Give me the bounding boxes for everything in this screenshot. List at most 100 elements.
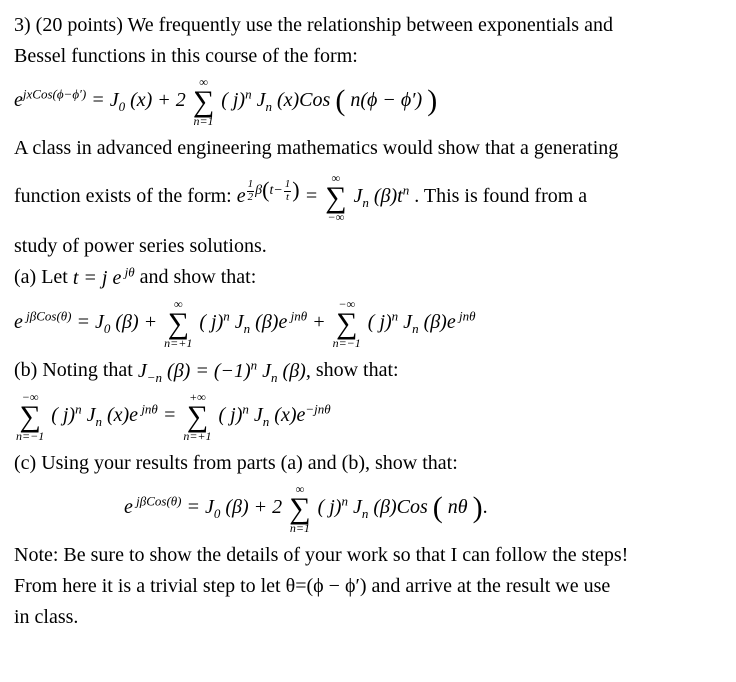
sub-n: n <box>271 370 278 385</box>
gen-rhs-b: (β)t <box>374 185 403 207</box>
gen-pre-text: function exists of the form: <box>14 185 237 207</box>
sub-n: n <box>244 321 251 336</box>
part-a-line: (a) Let t = j e jθ and show that: <box>14 264 722 292</box>
gen-post-text: . This is found from a <box>414 185 587 207</box>
sum-lower: n=−1 <box>16 430 44 442</box>
sub-zero: 0 <box>119 99 126 114</box>
eq2-term-a2: ( j) <box>368 311 392 333</box>
frac-den: t <box>284 192 292 204</box>
frac-den: 2 <box>247 192 255 204</box>
left-paren-icon: ( <box>433 491 443 524</box>
jneg-c: J <box>262 360 271 382</box>
generating-equation: e 12β(t−1t) = ∞ ∑ −∞ Jn (β)tn <box>237 172 410 223</box>
eq1-rhs-b: (x) + 2 <box>130 89 186 111</box>
frac-half: 12 <box>247 179 255 203</box>
eq4-period: . <box>483 496 488 518</box>
eq3-a2: ( j) <box>219 404 243 426</box>
frac-num: 1 <box>284 179 292 192</box>
sum-symbol: ∞ ∑ n=1 <box>289 483 310 534</box>
sum-symbol: −∞ ∑ n=−1 <box>333 298 361 349</box>
eq2-exp2: jnθ <box>456 308 476 323</box>
sum-lower: n=+1 <box>183 430 211 442</box>
right-paren-icon: ) <box>473 491 483 524</box>
part-a-post: and show that: <box>140 266 257 288</box>
series-line: study of power series solutions. <box>14 233 722 260</box>
question-intro-line1: 3) (20 points) We frequently use the rel… <box>14 12 722 39</box>
eq1-rhs-a: = J <box>91 89 118 111</box>
eq1-rhs-e: (x)Cos <box>277 89 330 111</box>
part-b-line: (b) Noting that J−n (β) = (−1)n Jn (β), … <box>14 357 722 385</box>
sub-n: n <box>412 321 419 336</box>
eq4-d: J <box>353 496 362 518</box>
note-line-1: Note: Be sure to show the details of you… <box>14 542 722 569</box>
sum-lower: n=−1 <box>333 337 361 349</box>
sigma-icon: ∑ <box>193 88 214 115</box>
eq2-term-c: (β)e <box>255 311 287 333</box>
eq2-eq: = J <box>77 311 104 333</box>
sub-n: n <box>263 414 270 429</box>
sigma-icon: ∑ <box>16 403 44 430</box>
question-intro-line2: Bessel functions in this course of the f… <box>14 43 722 70</box>
eq2-term-c2: (β)e <box>424 311 456 333</box>
sum-symbol: ∞ ∑ n=1 <box>193 76 214 127</box>
eq1-exponent: jxCos(ϕ−ϕ′) <box>23 86 86 101</box>
part-b-pre: (b) Noting that <box>14 359 138 381</box>
jneg-sub: −n <box>147 370 162 385</box>
sum-symbol: −∞ ∑ n=−1 <box>16 391 44 442</box>
sigma-icon: ∑ <box>289 495 310 522</box>
sum-lower: n=1 <box>193 115 214 127</box>
sup-n: n <box>75 401 82 416</box>
gen-eq: = <box>305 185 324 207</box>
sub-n: n <box>265 99 272 114</box>
let-t: t = j e <box>73 267 122 289</box>
gen-exponent: 12β(t−1t) <box>246 172 300 203</box>
eq2-term-b: J <box>235 311 244 333</box>
left-paren-icon: ( <box>335 84 345 117</box>
eq3-b2: J <box>254 404 263 426</box>
e-symbol: e <box>14 311 23 333</box>
sigma-icon: ∑ <box>325 184 346 211</box>
note-line-2: From here it is a trivial step to let θ=… <box>14 573 722 600</box>
eq3-a: ( j) <box>51 404 75 426</box>
gen-line-1: A class in advanced engineering mathemat… <box>14 135 722 162</box>
frac-1t: 1t <box>284 179 292 203</box>
eq2-term-a: ( j) <box>199 311 223 333</box>
sub-zero: 0 <box>214 506 221 521</box>
sum-lower: −∞ <box>325 211 346 223</box>
sub-zero: 0 <box>104 321 111 336</box>
sup-n: n <box>403 182 410 197</box>
equation-4: e jβCos(θ) = J0 (β) + 2 ∞ ∑ n=1 ( j)n Jn… <box>14 483 722 534</box>
eq4-a: = J <box>187 496 214 518</box>
eq2-exp1: jnθ <box>287 308 307 323</box>
sup-n: n <box>341 493 348 508</box>
equation-1: ejxCos(ϕ−ϕ′) = J0 (x) + 2 ∞ ∑ n=1 ( j)n … <box>14 76 722 127</box>
let-t-exp: jθ <box>121 264 134 279</box>
eq4-b: (β) + 2 <box>225 496 282 518</box>
eq4-lhs-exp: jβCos(θ) <box>133 493 182 508</box>
sup-n: n <box>242 401 249 416</box>
frac-num: 1 <box>247 179 255 192</box>
gen-line-2: function exists of the form: e 12β(t−1t)… <box>14 172 722 223</box>
sum-symbol: +∞ ∑ n=+1 <box>183 391 211 442</box>
eq4-c: ( j) <box>318 496 342 518</box>
eq3-c2: (x)e <box>274 404 305 426</box>
eq1-rhs-c: ( j) <box>221 89 245 111</box>
eq1-rhs-f: n(ϕ − ϕ′) <box>350 89 422 111</box>
equation-2: e jβCos(θ) = J0 (β) + ∞ ∑ n=+1 ( j)n Jn … <box>14 298 722 349</box>
sum-lower: n=1 <box>289 522 310 534</box>
e-symbol: e <box>237 185 246 207</box>
eq4-e: (β)Cos <box>373 496 427 518</box>
part-a-pre: (a) Let <box>14 266 73 288</box>
eq2-plus: + <box>312 311 331 333</box>
sub-n: n <box>362 506 369 521</box>
eq2-lhs-exp: jβCos(θ) <box>23 308 72 323</box>
sigma-icon: ∑ <box>333 310 361 337</box>
rparen-icon: ) <box>292 177 299 202</box>
e-symbol: e <box>14 89 23 111</box>
eq3-exp-pos: jnθ <box>138 401 158 416</box>
sub-n: n <box>95 414 102 429</box>
gen-minus: − <box>273 183 282 198</box>
sum-symbol: ∞ ∑ −∞ <box>325 172 346 223</box>
eq3-exp-neg: −jnθ <box>305 401 330 416</box>
jneg-d: (β), <box>283 360 311 382</box>
